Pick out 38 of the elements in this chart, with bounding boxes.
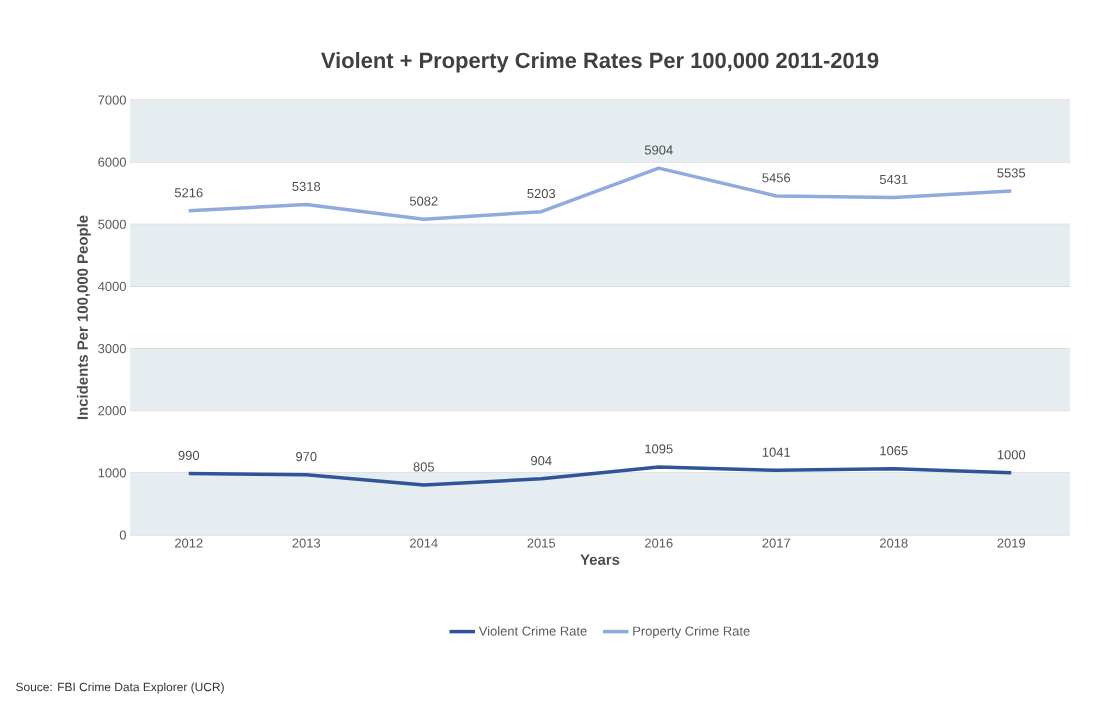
- data-label: 805: [413, 462, 435, 472]
- legend-label: Violent Crime Rate: [478, 626, 587, 636]
- y-tick-label: 0: [119, 530, 126, 540]
- data-label: 5203: [527, 188, 556, 199]
- x-axis-title: Years: [580, 554, 620, 565]
- data-label: 5431: [879, 174, 908, 184]
- x-tick-label: 2018: [880, 538, 908, 548]
- data-label: 5082: [409, 196, 438, 206]
- y-tick-label: 1000: [98, 468, 126, 478]
- y-tick-label: 3000: [98, 343, 126, 354]
- x-tick-label: 2012: [175, 538, 203, 548]
- data-label: 990: [178, 450, 200, 460]
- data-label: 5318: [292, 181, 321, 191]
- data-label: 5456: [762, 173, 791, 183]
- data-label: 1095: [645, 444, 673, 454]
- x-tick-label: 2013: [292, 538, 321, 548]
- x-tick-label: 2016: [645, 538, 673, 548]
- y-tick-label: 4000: [97, 281, 126, 291]
- y-axis-title: Incidents Per 100,000 People: [76, 215, 91, 420]
- legend-label: Property Crime Rate: [633, 626, 750, 639]
- text: Souce: FBI Crime Data Explorer (UCR): [16, 682, 224, 694]
- y-tick-label: 6000: [98, 157, 126, 167]
- data-label: 5216: [174, 188, 203, 198]
- x-tick-label: 2019: [997, 538, 1026, 548]
- data-label: 5535: [997, 168, 1026, 178]
- data-label: 1000: [997, 450, 1026, 460]
- y-tick-label: 5000: [98, 219, 126, 229]
- x-tick-label: 2015: [527, 538, 556, 548]
- chart-title: Violent + Property Crime Rates Per 100,000 2011-2019: [321, 52, 879, 73]
- x-tick-label: 2017: [762, 538, 790, 548]
- data-label: 1065: [880, 446, 908, 456]
- data-label: 1041: [762, 447, 791, 457]
- data-label: 5904: [644, 145, 673, 155]
- data-label: 970: [296, 452, 317, 462]
- y-tick-label: 7000: [98, 95, 126, 105]
- x-tick-label: 2014: [410, 538, 438, 548]
- y-tick-label: 2000: [98, 406, 126, 416]
- data-label: 904: [531, 456, 552, 466]
